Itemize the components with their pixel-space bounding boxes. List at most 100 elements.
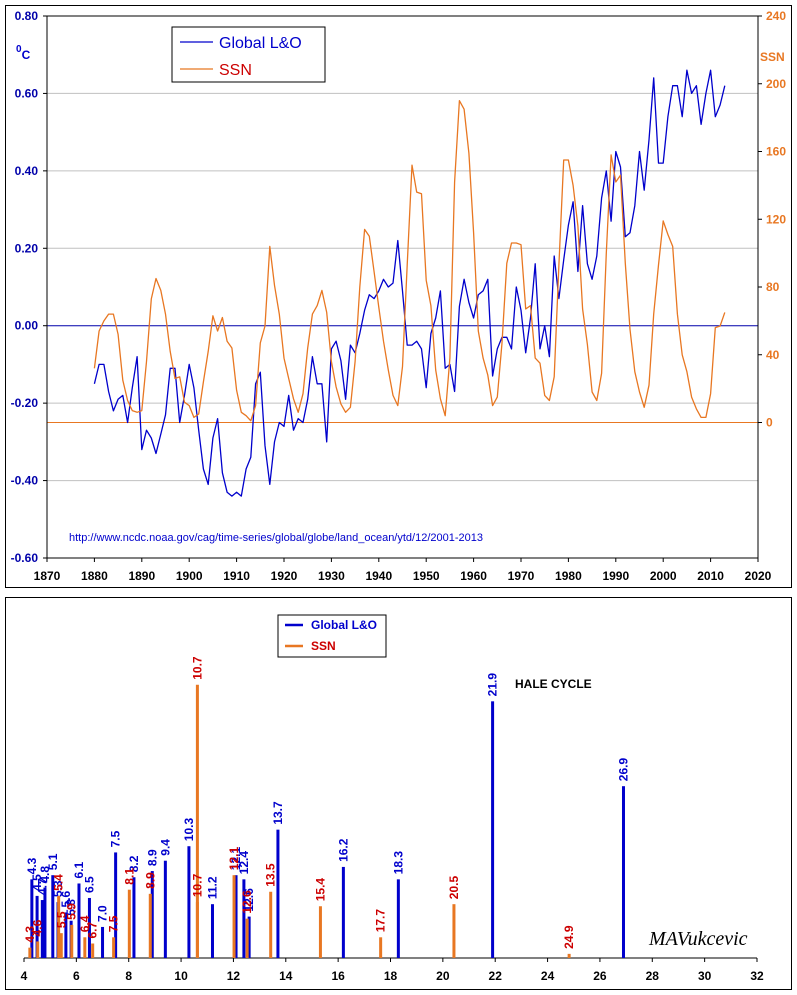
bar-data-label: 6.4 xyxy=(78,915,92,932)
y-tick-label-right: 240 xyxy=(766,9,786,23)
bar-global-lo xyxy=(51,875,55,958)
bar-data-label: 11.2 xyxy=(205,876,219,899)
bar-ssn xyxy=(195,684,199,958)
y-tick-label-left: 0.00 xyxy=(15,319,39,333)
bar-data-label: 6.5 xyxy=(82,876,96,893)
bar-global-lo xyxy=(187,846,191,958)
y-tick-label-left: 0.40 xyxy=(15,164,39,178)
bar-data-label: 8.9 xyxy=(143,872,157,889)
y-tick-label-left: 0.80 xyxy=(15,9,39,23)
bar-data-label: 17.7 xyxy=(374,909,388,933)
bar-ssn xyxy=(59,933,63,958)
x-tick-label: 1970 xyxy=(508,569,535,583)
bar-global-lo xyxy=(621,786,625,958)
x-tick-label: 22 xyxy=(489,969,503,983)
legend-label: Global L&O xyxy=(311,618,377,632)
bar-data-label: 5.4 xyxy=(52,874,66,891)
bar-data-label: 10.3 xyxy=(182,818,196,842)
bar-global-lo xyxy=(40,900,44,958)
bar-data-label: 20.5 xyxy=(447,875,461,899)
bar-data-label: 12.4 xyxy=(237,851,251,875)
bar-data-label: 12.1 xyxy=(227,847,241,871)
x-tick-label: 18 xyxy=(384,969,398,983)
bar-ssn xyxy=(318,906,322,958)
bar-data-label: 8.1 xyxy=(122,868,136,885)
bar-data-label: 7.5 xyxy=(107,915,121,932)
bar-data-label: 6.1 xyxy=(72,861,86,878)
bar-data-label: 24.9 xyxy=(562,925,576,949)
y-tick-label-left: -0.40 xyxy=(11,474,39,488)
x-tick-label: 24 xyxy=(541,969,555,983)
y-axis-label-left: 0C xyxy=(16,44,31,62)
legend-label: Global L&O xyxy=(219,35,302,52)
bar-global-lo xyxy=(234,875,238,958)
bar-ssn xyxy=(232,875,236,958)
bar-data-label: 5.5 xyxy=(54,911,68,928)
x-tick-label: 10 xyxy=(174,969,188,983)
x-tick-label: 1900 xyxy=(176,569,203,583)
bar-ssn xyxy=(57,895,61,958)
bar-ssn xyxy=(379,937,383,958)
source-url-annotation: http://www.ncdc.noaa.gov/cag/time-series… xyxy=(69,532,483,544)
bar-global-lo xyxy=(101,926,105,958)
bar-ssn xyxy=(91,943,95,958)
series-line-global-lo xyxy=(93,69,726,497)
y-tick-label-right: 200 xyxy=(766,77,786,91)
x-tick-label: 1920 xyxy=(271,569,298,583)
bar-data-label: 5.9 xyxy=(65,903,79,920)
y-tick-label-left: 0.60 xyxy=(15,86,39,100)
x-tick-label: 1990 xyxy=(602,569,629,583)
bar-data-label: 21.9 xyxy=(486,673,500,697)
x-tick-label: 2020 xyxy=(745,569,772,583)
bar-data-label: 9.4 xyxy=(158,839,172,856)
bar-global-lo xyxy=(77,883,81,958)
bar-global-lo xyxy=(396,879,400,958)
bar-data-label: 12.6 xyxy=(242,888,256,912)
bar-data-label: 8.9 xyxy=(145,849,159,866)
x-tick-label: 20 xyxy=(436,969,450,983)
bar-data-label: 7.5 xyxy=(109,830,123,847)
bar-data-label: 13.5 xyxy=(264,863,278,887)
bar-global-lo xyxy=(30,879,34,958)
bar-data-label: 7.0 xyxy=(96,905,110,922)
bar-ssn xyxy=(452,904,456,958)
bar-data-label: 12.1 xyxy=(229,847,243,871)
bar-data-label: 15.4 xyxy=(313,878,327,902)
x-tick-label: 6 xyxy=(73,969,80,983)
bar-global-lo xyxy=(163,860,167,958)
bar-data-label: 5.6 xyxy=(59,890,73,907)
bar-ssn xyxy=(36,941,40,958)
bar-global-lo xyxy=(64,912,68,958)
bar-global-lo xyxy=(242,879,246,958)
x-tick-label: 16 xyxy=(331,969,345,983)
y-tick-label-left: -0.20 xyxy=(11,396,39,410)
bar-ssn xyxy=(83,937,87,958)
bar-global-lo xyxy=(491,701,495,958)
bar-global-lo xyxy=(114,852,118,958)
y-tick-label-right: 160 xyxy=(766,145,786,159)
bar-data-label: 10.7 xyxy=(190,873,204,897)
x-tick-label: 1980 xyxy=(555,569,582,583)
x-tick-label: 1890 xyxy=(128,569,155,583)
y-tick-label-right: 40 xyxy=(766,348,780,362)
x-tick-label: 1930 xyxy=(318,569,345,583)
bar-data-label: 4.6 xyxy=(31,919,45,936)
x-tick-label: 32 xyxy=(750,969,764,983)
bar-global-lo xyxy=(210,904,214,958)
bar-data-label: 13.7 xyxy=(271,801,285,825)
bar-data-label: 4.8 xyxy=(38,866,52,883)
x-tick-label: 1940 xyxy=(365,569,392,583)
x-tick-label: 12 xyxy=(227,969,241,983)
bar-ssn xyxy=(269,891,273,958)
x-tick-label: 1910 xyxy=(223,569,250,583)
bar-data-label: 10.7 xyxy=(190,656,204,680)
bar-data-label: 8.2 xyxy=(127,855,141,872)
bar-ssn xyxy=(148,893,152,958)
bar-global-lo xyxy=(247,916,251,958)
series-line-ssn xyxy=(93,100,726,422)
legend-box xyxy=(277,614,387,658)
bar-ssn xyxy=(112,937,116,958)
bar-ssn xyxy=(70,924,74,958)
bar-global-lo xyxy=(87,897,91,958)
